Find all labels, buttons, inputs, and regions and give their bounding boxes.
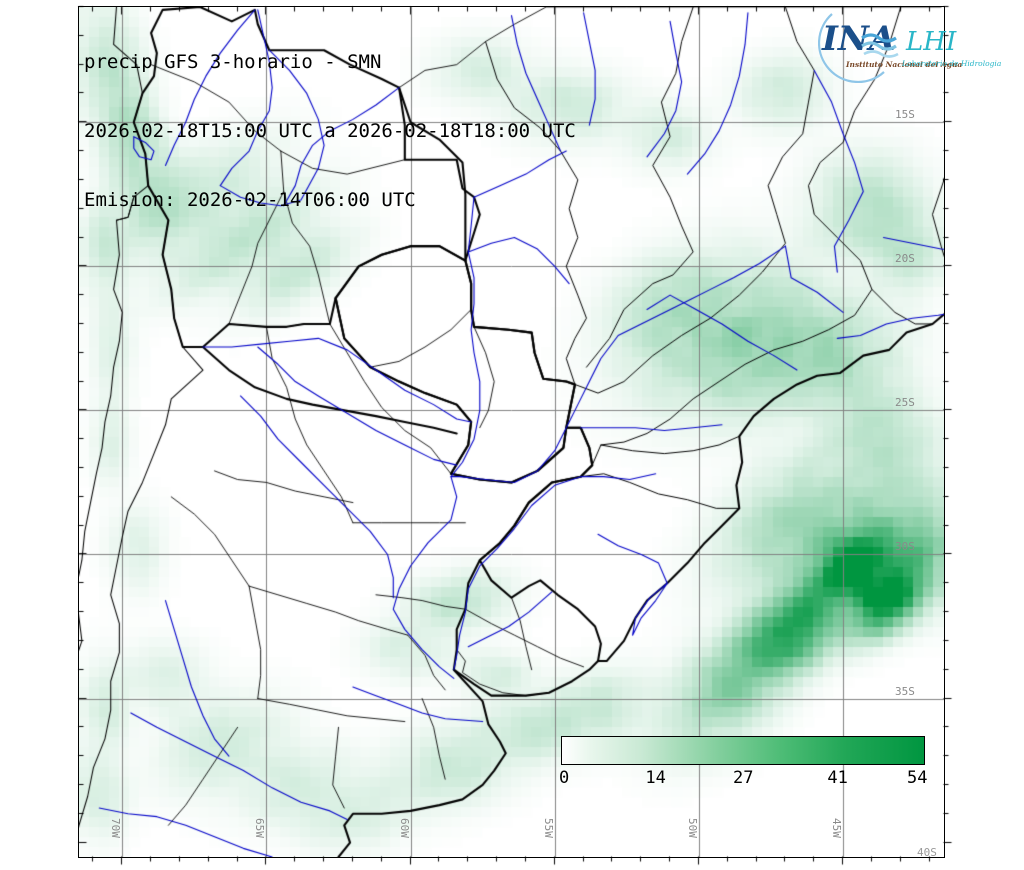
lon-label-50W: 50W <box>685 818 699 838</box>
corner-label-40S: 40S <box>917 846 937 859</box>
title-line-variable: precip GFS 3-horario - SMN <box>84 51 382 73</box>
title-line-valid-period: 2026-02-18T15:00 UTC a 2026-02-18T18:00 … <box>84 120 576 142</box>
logo-graphic: INA Instituto Nacional del Agua LHI Labo… <box>818 13 1001 83</box>
colorbar-tick-27: 27 <box>733 768 754 788</box>
colorbar-tick-54: 54 <box>907 768 928 788</box>
logo-lhi-subtitle: Laboratorio de Hidrologia <box>901 59 1001 68</box>
logo-lhi-text: LHI <box>905 27 957 57</box>
colorbar: 0 14 27 41 54 <box>559 736 927 788</box>
title-line-emission: Emision: 2026-02-14T06:00 UTC <box>84 189 416 211</box>
lon-label-65W: 65W <box>253 818 267 838</box>
lat-label-30S: 30S <box>895 540 915 554</box>
lon-label-60W: 60W <box>397 818 411 838</box>
colorbar-tick-14: 14 <box>645 768 666 788</box>
colorbar-tick-41: 41 <box>827 768 848 788</box>
lat-label-15S: 15S <box>895 108 915 122</box>
lon-label-45W: 45W <box>830 818 844 838</box>
colorbar-gradient <box>561 736 925 765</box>
plot-title: precip GFS 3-horario - SMN 2026-02-18T15… <box>84 5 576 258</box>
lat-label-20S: 20S <box>895 252 915 266</box>
lat-label-25S: 25S <box>895 396 915 410</box>
lon-label-55W: 55W <box>541 818 555 838</box>
colorbar-tick-0: 0 <box>559 768 570 788</box>
lon-label-70W: 70W <box>109 818 123 838</box>
ina-lhi-logo: INA Instituto Nacional del Agua LHI Labo… <box>818 4 1018 84</box>
lat-label-35S: 35S <box>895 684 915 698</box>
